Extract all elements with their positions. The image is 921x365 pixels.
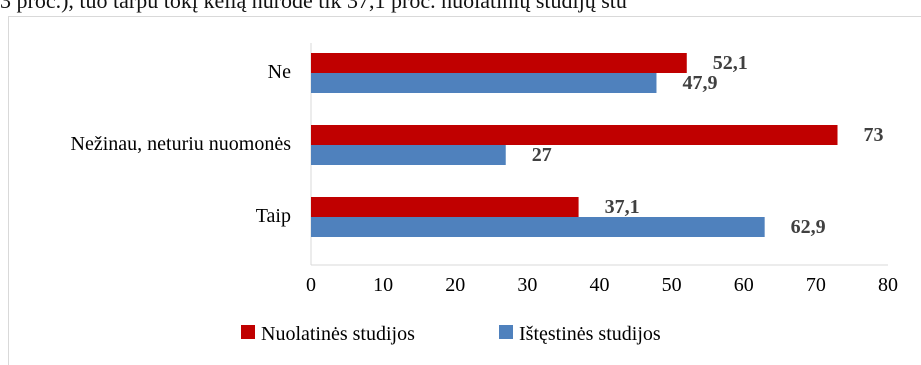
data-label: 27 — [532, 144, 552, 166]
x-tick-label: 10 — [373, 274, 393, 296]
top-text-fragment: 3 proc.), tuo tarpu tokį kelią nurodė ti… — [0, 0, 627, 13]
x-tick-label: 70 — [806, 274, 826, 296]
category-label: Nežinau, neturiu nuomonės — [71, 133, 292, 155]
data-label: 47,9 — [682, 72, 717, 94]
data-label: 37,1 — [605, 196, 640, 218]
category-label: Ne — [268, 61, 291, 83]
legend-label: Nuolatinės studijos — [261, 323, 415, 345]
x-tick-label: 0 — [306, 274, 316, 296]
legend-swatch — [241, 325, 255, 339]
bar — [311, 53, 687, 73]
data-label: 52,1 — [713, 52, 748, 74]
x-tick-label: 60 — [734, 274, 754, 296]
bar — [311, 125, 838, 145]
x-tick-label: 40 — [590, 274, 610, 296]
legend-swatch — [499, 325, 513, 339]
legend-label: Ištęstinės studijos — [519, 323, 661, 345]
x-tick-label: 80 — [878, 274, 898, 296]
bar — [311, 73, 657, 93]
bar — [311, 197, 579, 217]
x-tick-label: 30 — [517, 274, 537, 296]
category-label: Taip — [256, 205, 291, 227]
chart-frame — [8, 16, 921, 365]
bar — [311, 145, 506, 165]
data-label: 73 — [864, 124, 884, 146]
data-label: 62,9 — [791, 216, 826, 238]
bar — [311, 217, 765, 237]
x-tick-label: 20 — [445, 274, 465, 296]
x-tick-label: 50 — [662, 274, 682, 296]
